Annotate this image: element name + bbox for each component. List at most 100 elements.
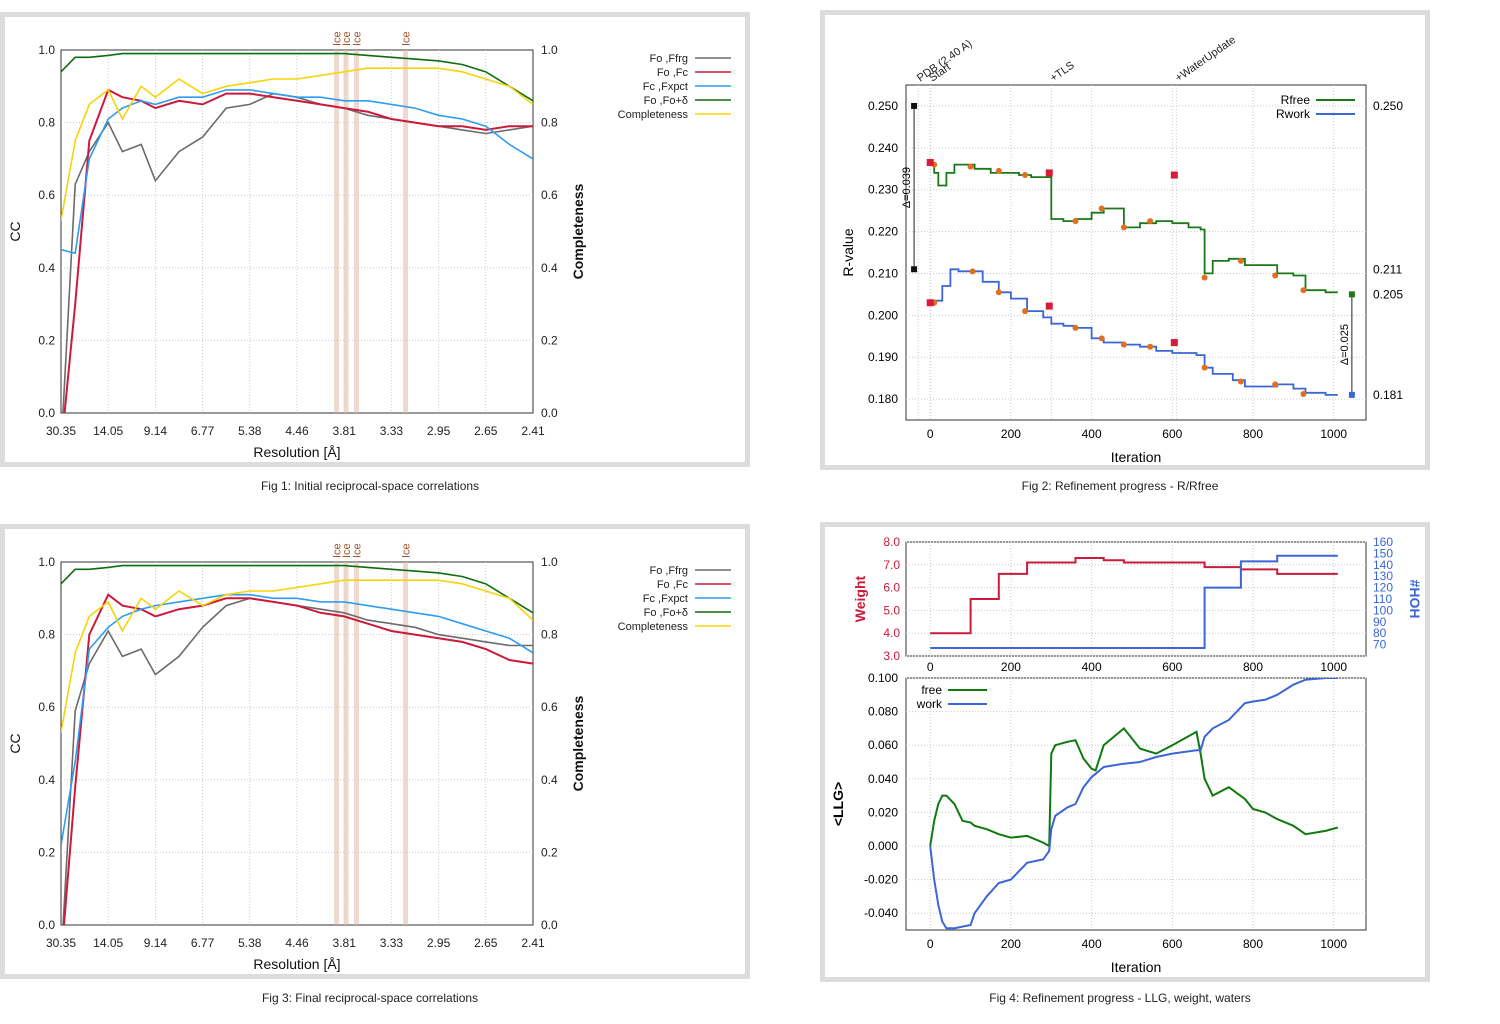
y-tick-label: 0.190 — [868, 350, 898, 364]
y2-tick-label: 0.2 — [541, 845, 558, 859]
y-tick-label: 0.180 — [868, 392, 898, 406]
y-tick-label: 0.210 — [868, 266, 898, 280]
legend-label: Fc ,Fxpct — [643, 593, 688, 605]
x-tick-label: 0 — [927, 660, 934, 674]
hoh-tick-label: 80 — [1373, 626, 1387, 640]
marker-orange — [1120, 341, 1127, 348]
marker-orange — [1201, 364, 1208, 371]
x-tick-label: 4.46 — [285, 936, 309, 950]
y-axis-title: <LLG> — [830, 782, 846, 826]
y-tick-label: 0.2 — [38, 845, 55, 859]
ice-band — [334, 50, 340, 413]
y-tick-label: 0.240 — [868, 141, 898, 155]
hoh-tick-label: 130 — [1373, 569, 1393, 583]
y-tick-label: 0.040 — [868, 772, 898, 786]
marker-orange — [1300, 287, 1307, 294]
y-tick-label: 0.250 — [868, 99, 898, 113]
x-axis-title: Iteration — [1111, 959, 1162, 975]
hoh-tick-label: 90 — [1373, 615, 1387, 629]
event-label: +TLS — [1048, 59, 1077, 84]
x-tick-label: 3.81 — [333, 936, 357, 950]
series-line-1 — [62, 593, 533, 925]
series-line-1 — [63, 88, 533, 413]
weight-tick-label: 3.0 — [883, 649, 900, 663]
marker-orange — [995, 289, 1002, 296]
ice-label: Ice — [401, 31, 413, 46]
x-tick-label: 1000 — [1320, 937, 1347, 951]
y2-tick-label: 0.4 — [541, 773, 558, 787]
marker-orange — [1237, 378, 1244, 385]
y2-axis-title: Completeness — [570, 695, 586, 791]
weight-tick-label: 7.0 — [883, 558, 900, 572]
delta-label: Δ=0.025 — [1339, 324, 1351, 365]
marker-orange — [967, 163, 974, 170]
marker-red — [1045, 302, 1053, 310]
y2-axis-title: Completeness — [570, 183, 586, 279]
marker-orange — [1098, 335, 1105, 342]
marker-orange — [1072, 324, 1079, 331]
marker-pdb — [911, 102, 918, 109]
legend-label: Fo ,Fc — [657, 579, 689, 591]
y2-tick-label: 0.6 — [541, 700, 558, 714]
y-tick-label: 0.8 — [38, 628, 55, 642]
x-tick-label: 200 — [1001, 427, 1021, 441]
marker-final — [1348, 391, 1355, 398]
ice-label: Ice — [332, 543, 344, 558]
marker-orange — [1022, 172, 1029, 179]
x-axis-title: Resolution [Å] — [253, 444, 340, 460]
legend-label: Fo ,Fo+δ — [644, 607, 688, 619]
legend-label: Rwork — [1276, 107, 1311, 121]
y-tick-label: 1.0 — [38, 43, 55, 57]
y2-tick-label: 0.0 — [541, 918, 558, 932]
x-tick-label: 600 — [1162, 660, 1182, 674]
y-tick-label: 0.220 — [868, 225, 898, 239]
x-tick-label: 5.38 — [238, 424, 262, 438]
y-tick-label: -0.040 — [864, 906, 898, 920]
x-tick-label: 5.38 — [238, 936, 262, 950]
marker-orange — [1201, 274, 1208, 281]
ice-band — [353, 562, 359, 925]
series-line-3 — [61, 52, 533, 102]
legend-label: Fo ,Fo+δ — [644, 95, 688, 107]
rfactor-chart: 0 200 400 600 800 1000 0.180 0.190 0.200 0.210 0.2… — [840, 34, 1403, 465]
y-tick-label: 0.080 — [868, 705, 898, 719]
marker-orange — [1072, 218, 1079, 225]
ice-label: Ice — [332, 31, 344, 46]
y-tick-label: 0.020 — [868, 805, 898, 819]
x-tick-label: 400 — [1082, 660, 1102, 674]
ice-band — [343, 50, 349, 413]
x-tick-label: 4.46 — [285, 424, 309, 438]
marker-red — [926, 158, 934, 166]
right-value-label: 0.250 — [1373, 99, 1403, 113]
weight-axis-title: Weight — [852, 575, 868, 622]
ice-label: Ice — [341, 31, 353, 46]
y-tick-label: 1.0 — [38, 555, 55, 569]
x-tick-label: 2.65 — [474, 424, 498, 438]
y2-tick-label: 0.4 — [541, 261, 558, 275]
ice-label: Ice — [401, 543, 413, 558]
series-line-work — [929, 678, 1338, 930]
y2-tick-label: 0.2 — [541, 333, 558, 347]
y-axis-title: CC — [7, 221, 23, 241]
y-tick-label: 0.6 — [38, 188, 55, 202]
y-tick-label: 0.200 — [868, 308, 898, 322]
hoh-tick-label: 140 — [1373, 558, 1393, 572]
x-tick-label: 14.05 — [93, 936, 123, 950]
y-tick-label: 0.000 — [868, 839, 898, 853]
hoh-tick-label: 150 — [1373, 546, 1393, 560]
x-tick-label: 2.41 — [521, 936, 545, 950]
hoh-tick-label: 100 — [1373, 603, 1393, 617]
x-tick-label: 600 — [1162, 427, 1182, 441]
weight-line — [930, 557, 1338, 635]
series-line-4 — [61, 579, 533, 733]
y2-tick-label: 0.6 — [541, 188, 558, 202]
y2-tick-label: 1.0 — [541, 43, 558, 57]
y2-tick-label: 0.0 — [541, 406, 558, 420]
x-tick-label: 14.05 — [93, 424, 123, 438]
right-value-label: 0.205 — [1373, 287, 1403, 301]
fig1-panel: Ice Ice Ice Ice 30.35 14.05 9.14 6.77 5.38 4.46 3.… — [0, 12, 750, 467]
series-line-free — [929, 726, 1339, 848]
x-tick-label: 3.33 — [380, 936, 404, 950]
marker-red — [1170, 171, 1178, 179]
legend-label: Completeness — [618, 109, 689, 121]
